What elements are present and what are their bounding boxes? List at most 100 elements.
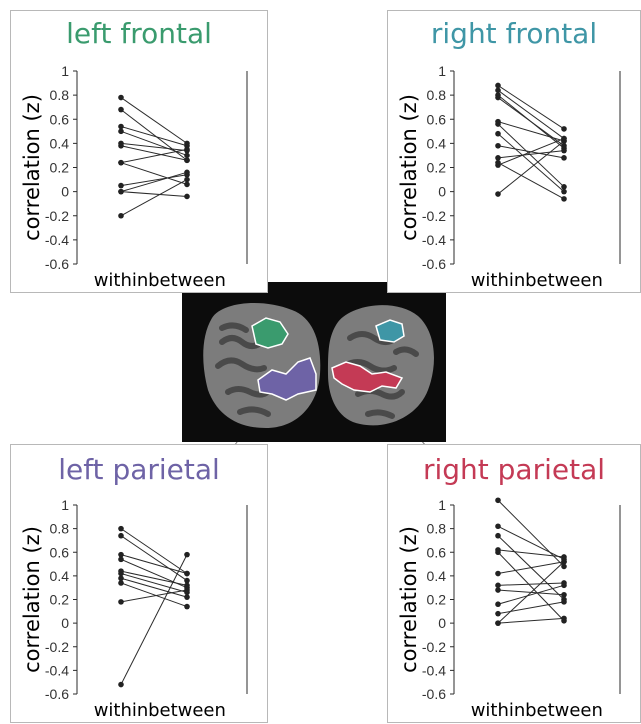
within-point (495, 94, 501, 101)
y-tick-label: -0.6 (45, 256, 69, 272)
between-point (561, 138, 567, 144)
y-tick-label: 1 (438, 497, 446, 513)
between-point (561, 554, 567, 560)
right-frontal-region (375, 319, 405, 343)
y-tick-label: -0.6 (45, 686, 69, 702)
pair-line (497, 584, 565, 605)
right-parietal-region (331, 361, 404, 393)
between-point (561, 591, 567, 598)
within-point (495, 582, 501, 589)
within-point (118, 532, 124, 539)
within-point (495, 191, 501, 197)
panel-title: left frontal (66, 17, 212, 50)
pair-line (120, 577, 188, 598)
pair-line (120, 179, 188, 217)
y-tick-label: -0.2 (422, 639, 446, 655)
within-point (495, 121, 501, 127)
x-category-label: within (471, 700, 526, 721)
y-tick-label: 0 (61, 184, 69, 200)
y-tick-label: 1 (438, 63, 446, 79)
pair-line (497, 525, 565, 560)
pair-line (120, 191, 188, 197)
within-point (118, 188, 124, 195)
within-point (495, 87, 501, 94)
within-point (118, 570, 124, 577)
y-tick-label: 0.8 (427, 87, 447, 103)
pair-line (497, 582, 565, 586)
y-tick-label: 0.2 (50, 592, 70, 608)
pair-line (497, 549, 565, 558)
y-tick-label: 0.6 (427, 111, 447, 127)
between-point (561, 582, 567, 589)
y-tick-label: 0.2 (50, 160, 70, 176)
y-tick-label: 0.8 (50, 87, 70, 103)
y-tick-label: 0.8 (50, 521, 70, 537)
between-point (184, 152, 190, 159)
within-point (495, 570, 501, 577)
pair-line (497, 138, 565, 166)
within-point (118, 94, 124, 101)
pair-line (120, 582, 188, 608)
y-tick-label: -0.4 (45, 232, 69, 248)
y-tick-label: 0 (438, 184, 446, 200)
pair-line (120, 174, 188, 187)
pair-line (497, 551, 565, 622)
y-tick-label: -0.4 (422, 232, 446, 248)
brain-illustration (203, 303, 434, 428)
y-tick-label: -0.6 (422, 686, 446, 702)
pair-line (497, 85, 565, 130)
pair-line (120, 573, 188, 593)
pair-line (497, 162, 565, 200)
y-tick-label: -0.4 (45, 662, 69, 678)
pair-line (497, 89, 565, 139)
x-category-label: within (471, 270, 526, 291)
y-axis-title: correlation (z) (20, 94, 44, 241)
within-point (118, 212, 124, 219)
within-point (118, 106, 124, 113)
y-tick-label: 0.4 (427, 568, 447, 584)
between-point (184, 181, 190, 188)
within-point (118, 580, 124, 586)
y-tick-label: 0.2 (427, 160, 447, 176)
within-point (495, 587, 501, 593)
between-point (184, 157, 190, 164)
between-point (561, 142, 567, 149)
within-point (495, 523, 501, 530)
x-category-label: between (525, 270, 603, 291)
pair-line (497, 133, 565, 193)
within-point (495, 532, 501, 539)
within-point (118, 575, 124, 582)
y-tick-label: -0.2 (45, 208, 69, 224)
left-hemisphere-sulci (215, 322, 273, 417)
y-tick-label: 0.4 (50, 135, 70, 151)
panel-left-frontal: left frontal 1 0.8 0.6 0.4 0.2 0 -0.2 -0.4 -0.6 c… (10, 10, 268, 293)
pair-line (497, 601, 565, 615)
pair-line (120, 162, 188, 185)
panel-right-frontal: right frontal 1 0.8 0.6 0.4 0.2 0 -0.2 -0.4 -0.6… (387, 10, 641, 293)
between-point (184, 587, 190, 593)
between-point (184, 577, 190, 584)
within-point (118, 551, 124, 558)
y-tick-label: 1 (61, 497, 69, 513)
within-point (495, 601, 501, 608)
y-axis-title: correlation (z) (397, 526, 421, 673)
within-point (118, 525, 124, 532)
y-tick-label: -0.4 (422, 662, 446, 678)
between-point (184, 594, 190, 600)
y-tick-label: 0.4 (427, 135, 447, 151)
pair-line (120, 589, 188, 603)
between-point (561, 126, 567, 132)
y-tick-label: -0.2 (45, 639, 69, 655)
within-point (118, 142, 124, 149)
within-point (495, 620, 501, 626)
brain-image (182, 282, 446, 442)
within-point (118, 182, 124, 189)
pair-line (497, 617, 565, 624)
right-hemisphere-sulci (341, 331, 419, 419)
within-point (118, 599, 124, 605)
y-tick-label: 0.2 (427, 592, 447, 608)
x-category-label: between (525, 700, 603, 721)
pair-line (120, 554, 188, 685)
between-point (561, 155, 567, 161)
